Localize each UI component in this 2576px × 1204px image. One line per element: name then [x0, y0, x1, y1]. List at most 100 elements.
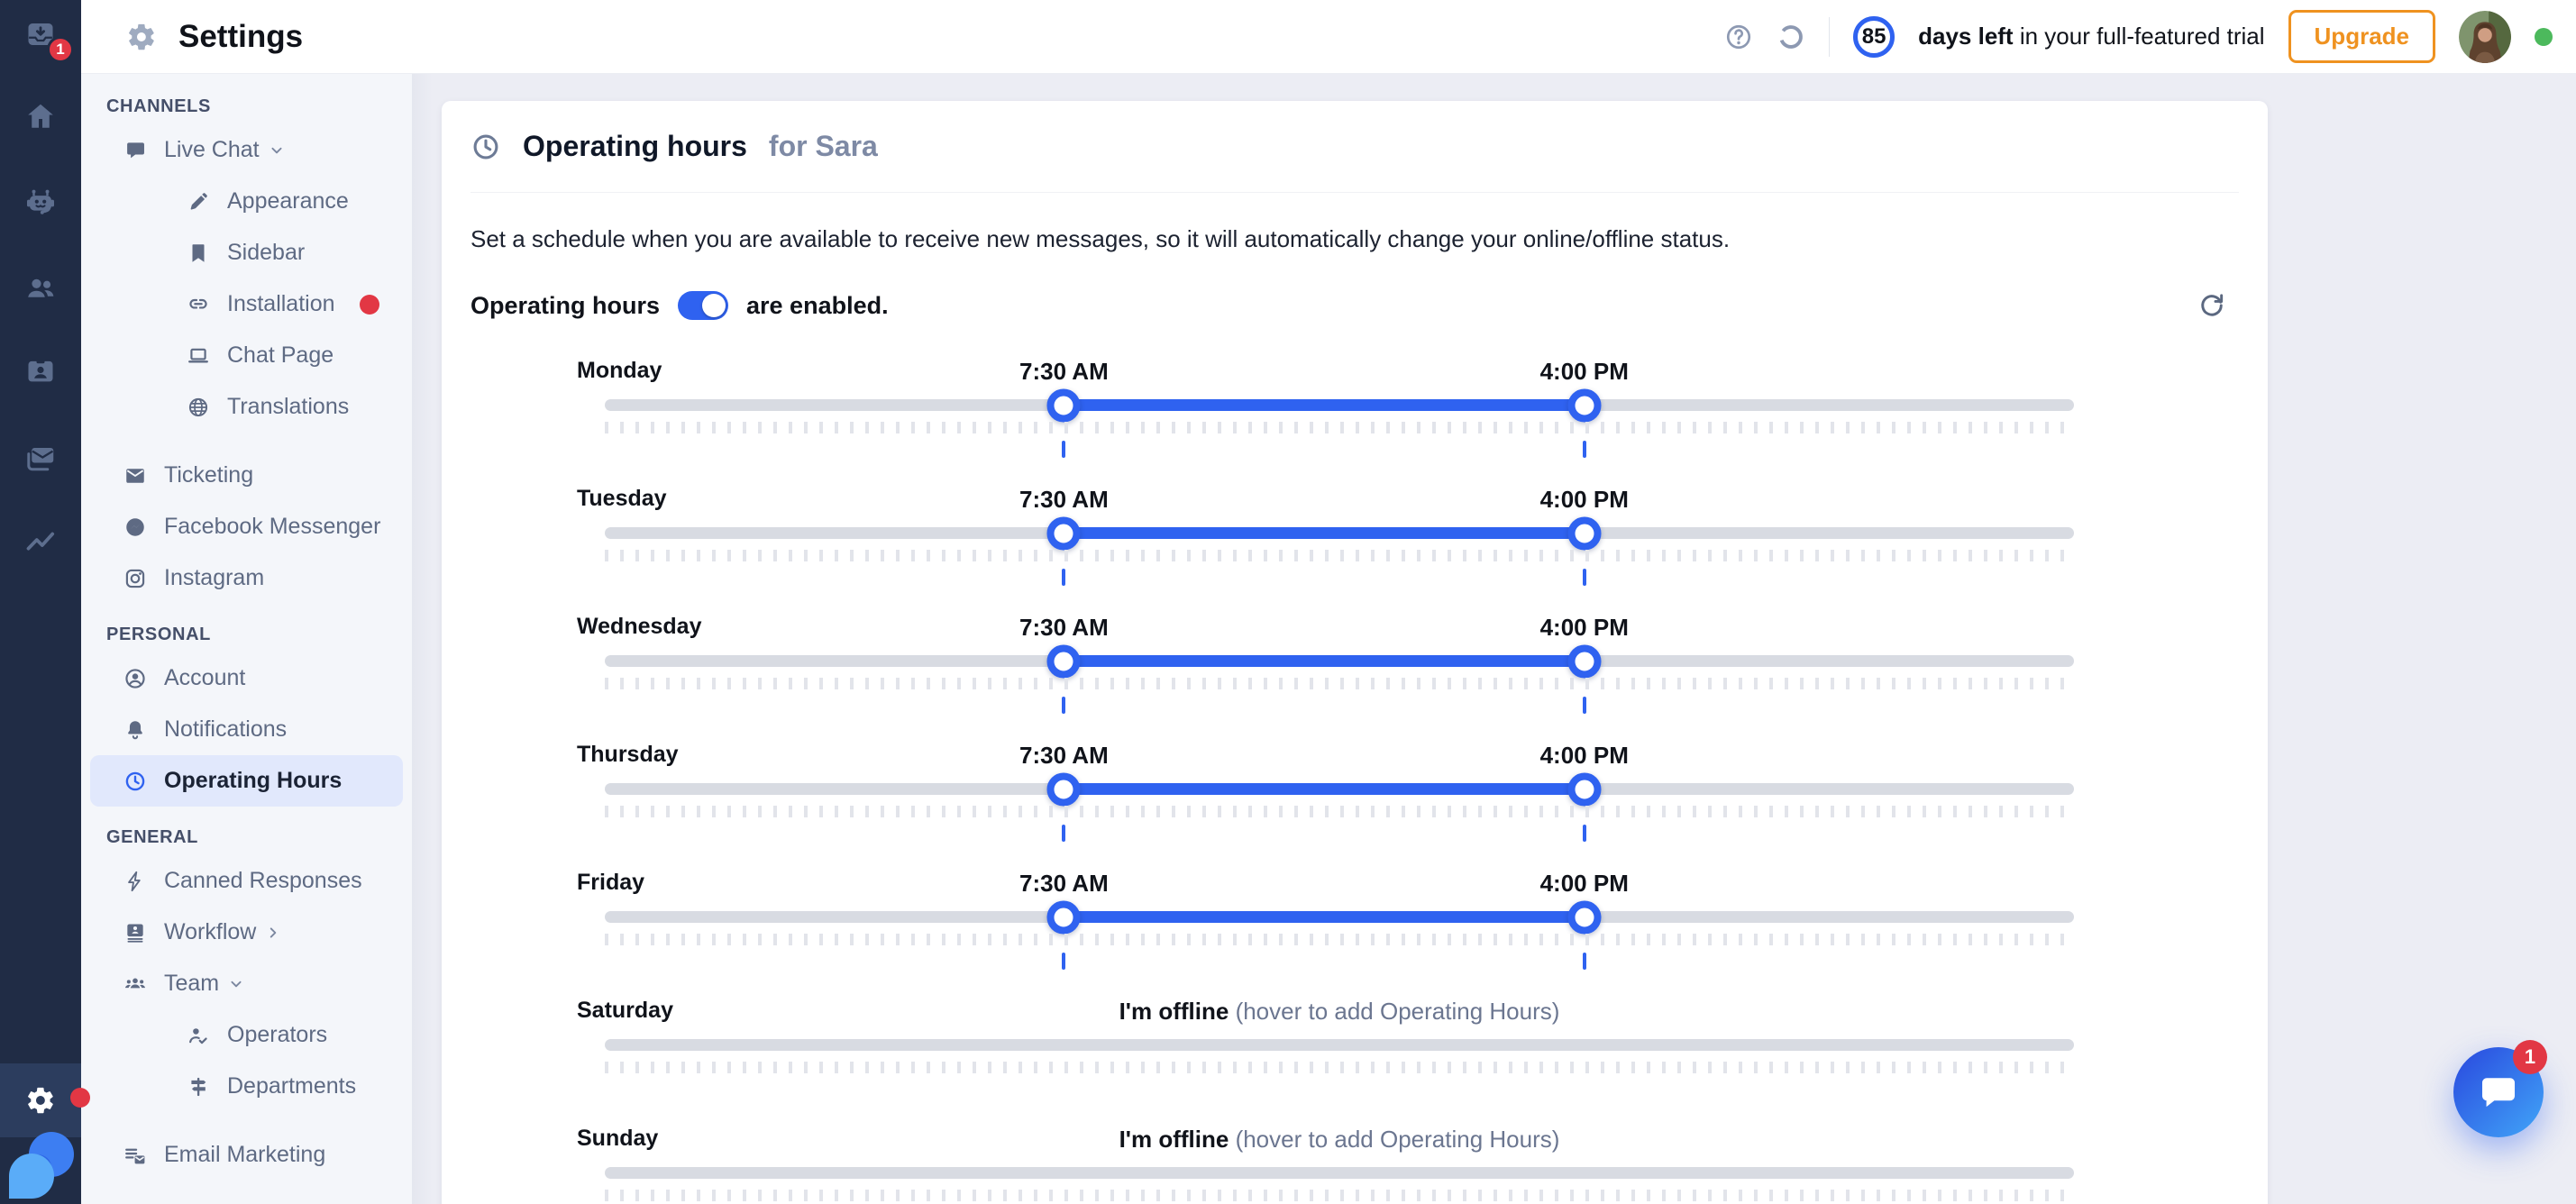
days-list: Monday 7:30 AM 4:00 PM Tuesday 7:30 AM 4…: [470, 345, 2239, 1204]
sidebar-item-label: Live Chat: [164, 137, 260, 162]
day-row-friday: Friday 7:30 AM 4:00 PM: [470, 857, 2239, 985]
day-label: Wednesday: [577, 614, 702, 639]
online-status-dot: [2535, 27, 2553, 46]
chevron-down-icon: [268, 141, 286, 160]
sidebar-item-departments[interactable]: Departments: [90, 1061, 403, 1112]
time-range-slider[interactable]: [605, 1039, 2074, 1051]
chat-bubble-icon: [2478, 1072, 2519, 1113]
sidebar-item-label: Account: [164, 665, 246, 690]
team-icon: [123, 972, 147, 996]
sidebar-section-header: CHANNELS: [106, 96, 211, 116]
time-range-slider[interactable]: [605, 516, 2074, 550]
sidebar-item-chat-page[interactable]: Chat Page: [90, 330, 403, 381]
rail-item-contact-card[interactable]: [0, 339, 81, 404]
sidebar-item-operators[interactable]: Operators: [90, 1009, 403, 1061]
rail-item-users[interactable]: [0, 255, 81, 320]
app-rail: 1: [0, 0, 90, 1204]
rail-item-bot[interactable]: [0, 169, 81, 234]
sidebar-item-label: Appearance: [227, 188, 349, 214]
alert-dot: [360, 294, 379, 315]
end-pointer: [1582, 697, 1586, 714]
sidebar-item-translations[interactable]: Translations: [90, 381, 403, 433]
end-handle[interactable]: [1567, 772, 1602, 806]
refresh-icon[interactable]: [2197, 291, 2226, 320]
end-time-label: 4:00 PM: [1539, 614, 1629, 641]
sidebar-item-label: Departments: [227, 1073, 357, 1099]
sidebar-item-facebook-messenger[interactable]: Facebook Messenger: [90, 501, 403, 552]
rail-settings-button[interactable]: [0, 1063, 81, 1137]
day-label: Friday: [577, 870, 645, 895]
end-handle[interactable]: [1567, 644, 1602, 678]
sidebar-item-label: Translations: [227, 394, 350, 419]
end-pointer: [1582, 441, 1586, 458]
time-range-slider[interactable]: [605, 1167, 2074, 1179]
time-labels: 7:30 AM 4:00 PM: [605, 729, 2074, 776]
upgrade-button[interactable]: Upgrade: [2288, 10, 2435, 63]
start-time-label: 7:30 AM: [1019, 742, 1109, 769]
day-row-wednesday: Wednesday 7:30 AM 4:00 PM: [470, 601, 2239, 729]
sync-icon[interactable]: [1777, 23, 1805, 51]
operating-hours-toggle[interactable]: [678, 291, 729, 320]
start-pointer: [1062, 569, 1066, 586]
lightning-icon: [123, 870, 147, 893]
sidebar-item-ticketing[interactable]: Ticketing: [90, 450, 403, 501]
laptop-icon: [187, 344, 210, 368]
tick-ruler: [605, 1062, 2074, 1073]
time-range-slider[interactable]: [605, 388, 2074, 422]
sidebar-item-appearance[interactable]: Appearance: [90, 176, 403, 227]
tick-ruler: [605, 422, 2074, 433]
sidebar-item-label: Operating Hours: [164, 768, 343, 793]
end-handle[interactable]: [1567, 388, 1602, 422]
sidebar-item-live-chat[interactable]: Live Chat: [90, 124, 403, 176]
time-range-slider[interactable]: [605, 644, 2074, 678]
user-circle-icon: [123, 667, 147, 690]
end-handle[interactable]: [1567, 516, 1602, 550]
rail-item-trend[interactable]: [0, 511, 81, 576]
sidebar-item-instagram[interactable]: Instagram: [90, 552, 403, 604]
end-time-label: 4:00 PM: [1539, 486, 1629, 513]
rail-item-inbox[interactable]: [0, 2, 81, 67]
end-time-label: 4:00 PM: [1539, 358, 1629, 385]
sidebar-item-account[interactable]: Account: [90, 652, 403, 704]
sidebar-item-installation[interactable]: Installation: [90, 278, 403, 330]
clock-icon: [123, 770, 147, 793]
chevron-right-icon: [264, 924, 282, 942]
help-icon[interactable]: [1724, 23, 1753, 51]
start-pointer: [1062, 441, 1066, 458]
tick-ruler: [605, 934, 2074, 945]
users-icon: [24, 271, 57, 304]
offline-hint: (hover to add Operating Hours): [1235, 998, 1560, 1025]
sidebar-item-label: Sidebar: [227, 240, 306, 265]
sidebar-item-canned-responses[interactable]: Canned Responses: [90, 855, 403, 907]
sidebar-section-personal: PERSONAL Account Notifications Operating Ho…: [81, 616, 412, 807]
contact-card-icon: [24, 355, 57, 388]
tick-ruler: [605, 550, 2074, 561]
sidebar-item-operating-hours[interactable]: Operating Hours: [90, 755, 403, 807]
sidebar-item-notifications[interactable]: Notifications: [90, 704, 403, 755]
chat-launcher-button[interactable]: 1: [2453, 1040, 2547, 1137]
card-subtitle: for Sara: [768, 130, 878, 162]
start-handle[interactable]: [1046, 388, 1081, 422]
sidebar-item-team[interactable]: Team: [90, 958, 403, 1009]
rail-item-mail[interactable]: [0, 426, 81, 491]
day-row-tuesday: Tuesday 7:30 AM 4:00 PM: [470, 473, 2239, 601]
sidebar-section-general: GENERAL Canned Responses Workflow Team Opera…: [81, 819, 412, 1181]
start-handle[interactable]: [1046, 644, 1081, 678]
chat-icon: [123, 139, 147, 162]
sidebar-item-workflow[interactable]: Workflow: [90, 907, 403, 958]
start-handle[interactable]: [1046, 516, 1081, 550]
start-handle[interactable]: [1046, 772, 1081, 806]
sidebar-item-sidebar[interactable]: Sidebar: [90, 227, 403, 278]
home-icon: [24, 100, 57, 132]
rail-item-home[interactable]: [0, 84, 81, 149]
avatar[interactable]: [2459, 10, 2511, 63]
sidebar-section-header: GENERAL: [106, 826, 198, 847]
time-range-slider[interactable]: [605, 772, 2074, 806]
offline-hint: (hover to add Operating Hours): [1235, 1126, 1560, 1153]
day-row-saturday: Saturday I'm offline (hover to add Operat…: [470, 985, 2239, 1113]
trial-text: days left in your full-featured trial: [1918, 23, 2264, 50]
end-handle[interactable]: [1567, 900, 1602, 934]
time-range-slider[interactable]: [605, 900, 2074, 934]
sidebar-item-email-marketing[interactable]: Email Marketing: [90, 1129, 403, 1181]
start-handle[interactable]: [1046, 900, 1081, 934]
